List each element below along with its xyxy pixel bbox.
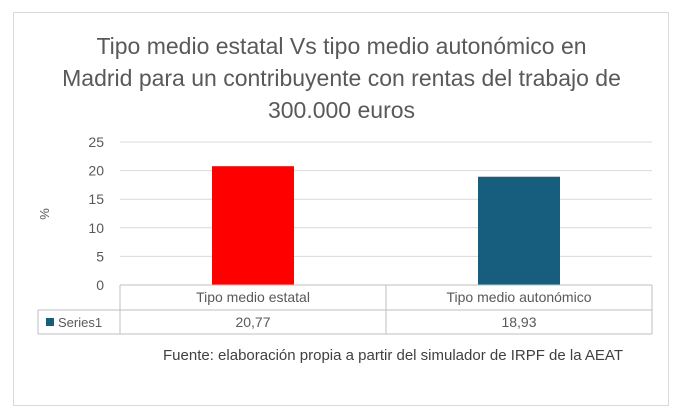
y-tick-label: 20 [88,163,104,179]
category-label: Tipo medio autonómico [446,289,591,305]
y-tick-labels: 0 5 10 15 20 25 [88,134,104,293]
y-tick-label: 10 [88,220,104,236]
bar [212,166,294,285]
legend-swatch [46,318,54,326]
source-note: Fuente: elaboración propia a partir del … [163,347,623,364]
y-tick-label: 0 [96,277,104,293]
gridlines [120,141,652,257]
y-tick-label: 5 [96,248,104,264]
data-value-label: 18,93 [501,314,536,330]
category-label: Tipo medio estatal [196,289,310,305]
legend-series-name: Series1 [58,315,102,330]
y-tick-label: 25 [88,134,104,150]
y-tick-label: 15 [88,191,104,207]
bar [478,176,560,285]
data-table: Tipo medio estatal Tipo medio autonómico S… [37,284,653,335]
bars [212,166,560,285]
chart-title: Tipo medio estatal Vs tipo medio autonóm… [62,33,621,123]
data-value-label: 20,77 [235,314,270,330]
